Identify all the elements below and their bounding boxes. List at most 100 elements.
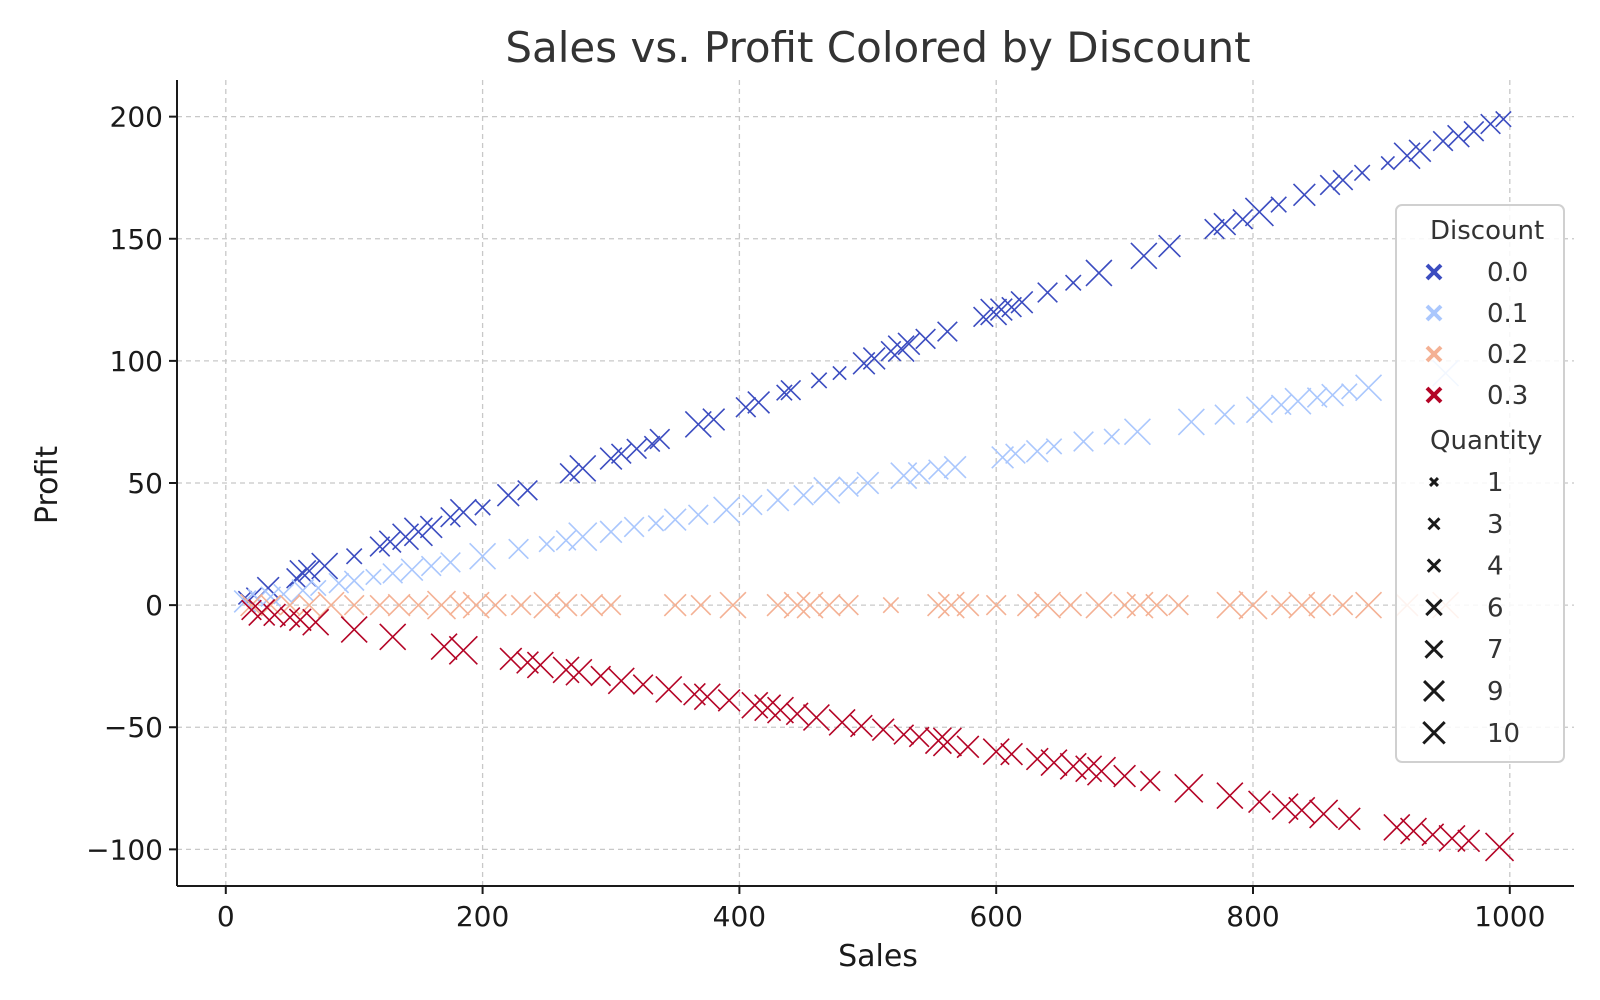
data-point (448, 635, 478, 665)
data-point (1337, 807, 1361, 831)
data-point (897, 332, 921, 356)
data-point (508, 538, 529, 560)
data-point (345, 548, 363, 565)
data-point (1158, 234, 1181, 258)
data-point (832, 365, 847, 381)
data-point (1457, 829, 1481, 853)
data-point (1238, 590, 1268, 620)
data-point (240, 593, 263, 617)
data-point (647, 515, 665, 532)
data-point (623, 516, 645, 538)
data-point (1309, 799, 1339, 829)
y-tick-label: 200 (110, 101, 163, 134)
data-point (626, 438, 648, 460)
legend-quantity-label: 1 (1487, 468, 1504, 498)
data-point (1025, 747, 1049, 771)
data-point (317, 591, 345, 619)
data-point (288, 608, 312, 632)
data-point (343, 594, 365, 616)
data-point (419, 515, 443, 539)
data-point (991, 445, 1015, 469)
data-point (838, 594, 859, 616)
y-tick-label: 100 (110, 345, 163, 378)
data-point (403, 517, 433, 547)
data-point (871, 718, 895, 742)
data-point (924, 727, 952, 755)
series-0.2 (240, 590, 1460, 620)
legend-discount-marker (1425, 345, 1443, 363)
legend-discount-label: 0.3 (1487, 381, 1528, 411)
data-point (1332, 169, 1354, 191)
data-point (1034, 591, 1062, 619)
data-points (233, 110, 1515, 862)
data-point (828, 708, 856, 736)
data-point (1085, 591, 1113, 619)
data-point (1123, 418, 1151, 446)
legend-frame (1395, 204, 1565, 763)
data-point (379, 623, 407, 651)
data-point (1380, 155, 1396, 171)
data-point (793, 484, 814, 506)
data-point (838, 476, 859, 498)
data-point (932, 727, 962, 757)
legend-quantity-marker (1428, 476, 1440, 488)
data-point (1086, 756, 1117, 786)
legend-quantity-marker (1427, 517, 1441, 531)
data-point (735, 396, 757, 418)
data-point (956, 593, 980, 617)
legend-quantity-label: 3 (1487, 510, 1504, 540)
data-point (378, 530, 402, 554)
data-point (462, 591, 490, 619)
data-point (1139, 770, 1161, 792)
data-point (607, 667, 635, 695)
data-point (580, 593, 604, 617)
data-point (1168, 594, 1189, 616)
data-point (1245, 396, 1273, 424)
data-point (1408, 139, 1432, 163)
legend-quantity-label: 6 (1487, 593, 1504, 623)
data-point (908, 726, 930, 748)
data-point (449, 498, 477, 526)
legend-discount-label: 0.1 (1487, 299, 1528, 329)
x-axis-ticks: 0 200 400 600 800 1000 (217, 886, 1545, 933)
data-point (1073, 431, 1094, 452)
data-point (408, 594, 429, 616)
data-point (796, 591, 824, 619)
data-point (369, 594, 391, 616)
data-point (741, 691, 769, 719)
data-point (400, 558, 424, 582)
data-point (1353, 164, 1371, 182)
data-point (1000, 742, 1024, 766)
legend-quantity-marker (1422, 679, 1446, 703)
data-point (1270, 594, 1292, 616)
data-point (713, 496, 741, 524)
data-point (1037, 282, 1058, 303)
data-point (600, 594, 622, 616)
data-point (469, 542, 497, 570)
data-point (943, 455, 967, 479)
legend-quantity-marker (1424, 639, 1444, 659)
data-point (1213, 212, 1237, 236)
data-point (887, 335, 915, 363)
data-point (538, 535, 556, 553)
data-point (1040, 749, 1068, 777)
y-tick-label: −100 (86, 833, 163, 866)
data-point (559, 462, 581, 484)
data-point (687, 504, 709, 526)
series-0.1 (233, 359, 1460, 613)
data-point (783, 591, 811, 619)
data-point (526, 651, 554, 679)
data-point (533, 591, 561, 619)
data-point (1010, 290, 1034, 314)
data-point (260, 586, 282, 607)
data-point (517, 479, 538, 501)
data-point (849, 714, 873, 738)
series-0.3 (241, 598, 1515, 862)
data-point (780, 379, 802, 401)
data-point (649, 428, 671, 450)
data-point (985, 594, 1007, 616)
legend-quantity-marker (1425, 598, 1443, 617)
data-point (248, 598, 276, 626)
data-point (263, 603, 287, 627)
data-point (989, 298, 1013, 322)
